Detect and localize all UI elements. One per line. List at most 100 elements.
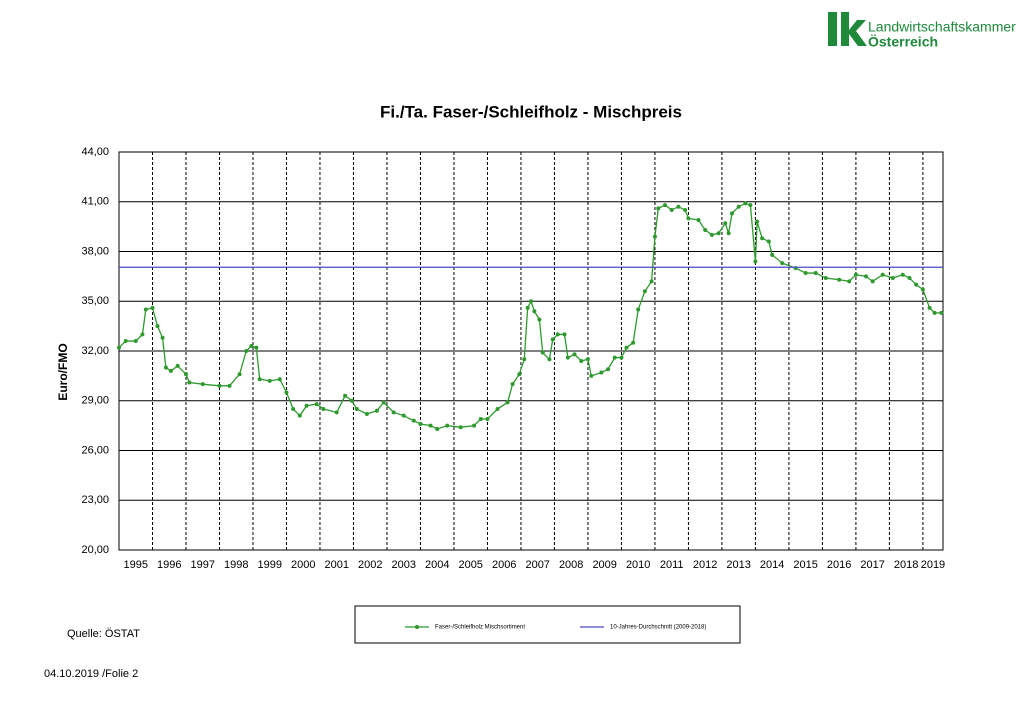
point [532, 309, 537, 314]
point [187, 380, 192, 385]
point [163, 365, 168, 370]
point [343, 393, 348, 398]
point [505, 400, 510, 405]
point [703, 227, 708, 232]
point [321, 407, 326, 412]
x-tick-label: 2003 [391, 559, 415, 571]
point [168, 368, 173, 373]
footer: 04.10.2019 /Folie 2 [44, 668, 138, 680]
point [540, 350, 545, 355]
point [555, 332, 560, 337]
point [123, 339, 128, 344]
logo-line2: Österreich [868, 34, 938, 50]
x-tick-label: 2018 [894, 559, 918, 571]
source: Quelle: ÖSTAT [67, 628, 140, 640]
point [364, 412, 369, 417]
x-tick-label: 1996 [157, 559, 181, 571]
point [550, 337, 555, 342]
point [529, 299, 533, 304]
y-tick-label: 44,00 [81, 146, 109, 158]
point [927, 305, 932, 310]
x-tick-label: 2017 [860, 559, 884, 571]
point [837, 277, 842, 282]
x-tick-label: 2014 [760, 559, 784, 571]
y-tick-label: 35,00 [81, 295, 109, 307]
point [726, 231, 731, 236]
point [652, 234, 657, 239]
point [297, 413, 302, 418]
point [636, 307, 641, 312]
point [642, 289, 647, 294]
y-tick-label: 32,00 [81, 345, 109, 357]
point [939, 310, 944, 315]
point [723, 221, 728, 226]
point [766, 239, 771, 244]
x-tick-label: 2006 [492, 559, 516, 571]
x-tick-label: 2010 [626, 559, 650, 571]
point [656, 206, 661, 211]
point [803, 271, 808, 276]
y-tick-label: 29,00 [81, 395, 109, 407]
point [267, 378, 272, 383]
point [517, 372, 522, 377]
point [589, 373, 594, 378]
point [780, 261, 785, 266]
point [155, 324, 160, 329]
legend-box [354, 605, 741, 644]
point [391, 410, 396, 415]
point [217, 383, 222, 388]
point [133, 339, 138, 344]
point [435, 426, 440, 431]
point [847, 279, 852, 284]
x-tick-label: 2016 [827, 559, 851, 571]
point [445, 423, 450, 428]
x-tick-label: 2007 [525, 559, 549, 571]
x-tick-label: 1997 [190, 559, 214, 571]
point [150, 305, 155, 310]
point [662, 203, 667, 208]
x-tick-label: 1998 [224, 559, 248, 571]
point [900, 272, 905, 277]
x-tick-label: 2001 [324, 559, 348, 571]
point [284, 390, 289, 395]
point [729, 211, 734, 216]
point [755, 219, 760, 224]
x-tick-label: 2012 [693, 559, 717, 571]
x-tick-label: 1995 [124, 559, 148, 571]
point [472, 423, 477, 428]
point [748, 203, 753, 208]
y-tick-label: 41,00 [81, 196, 109, 208]
legend-marker [415, 625, 419, 629]
point [631, 340, 636, 345]
point [160, 335, 165, 340]
point [401, 413, 406, 418]
point [585, 357, 590, 362]
point [183, 372, 188, 377]
y-tick-label: 23,00 [81, 494, 109, 506]
point [683, 208, 688, 213]
point [619, 355, 624, 360]
point [200, 382, 205, 387]
point [349, 398, 354, 403]
point [669, 208, 674, 213]
point [485, 416, 490, 421]
point [736, 204, 741, 209]
point [716, 231, 721, 236]
point [565, 355, 570, 360]
point [175, 363, 180, 368]
point [237, 372, 242, 377]
point [920, 287, 925, 292]
point [547, 357, 552, 362]
chart-title: Fi./Ta. Faser-/Schleifholz - Mischpreis [380, 102, 682, 121]
point [823, 276, 828, 281]
y-tick-label: 20,00 [81, 544, 109, 556]
point [599, 370, 604, 375]
legend-label: Faser-/Schleifholz Mischsortiment [435, 625, 525, 631]
x-tick-label: 2009 [592, 559, 616, 571]
x-tick-label: 2013 [726, 559, 750, 571]
y-tick-label: 26,00 [81, 444, 109, 456]
point [304, 403, 309, 408]
point [572, 352, 577, 357]
point [612, 355, 617, 360]
